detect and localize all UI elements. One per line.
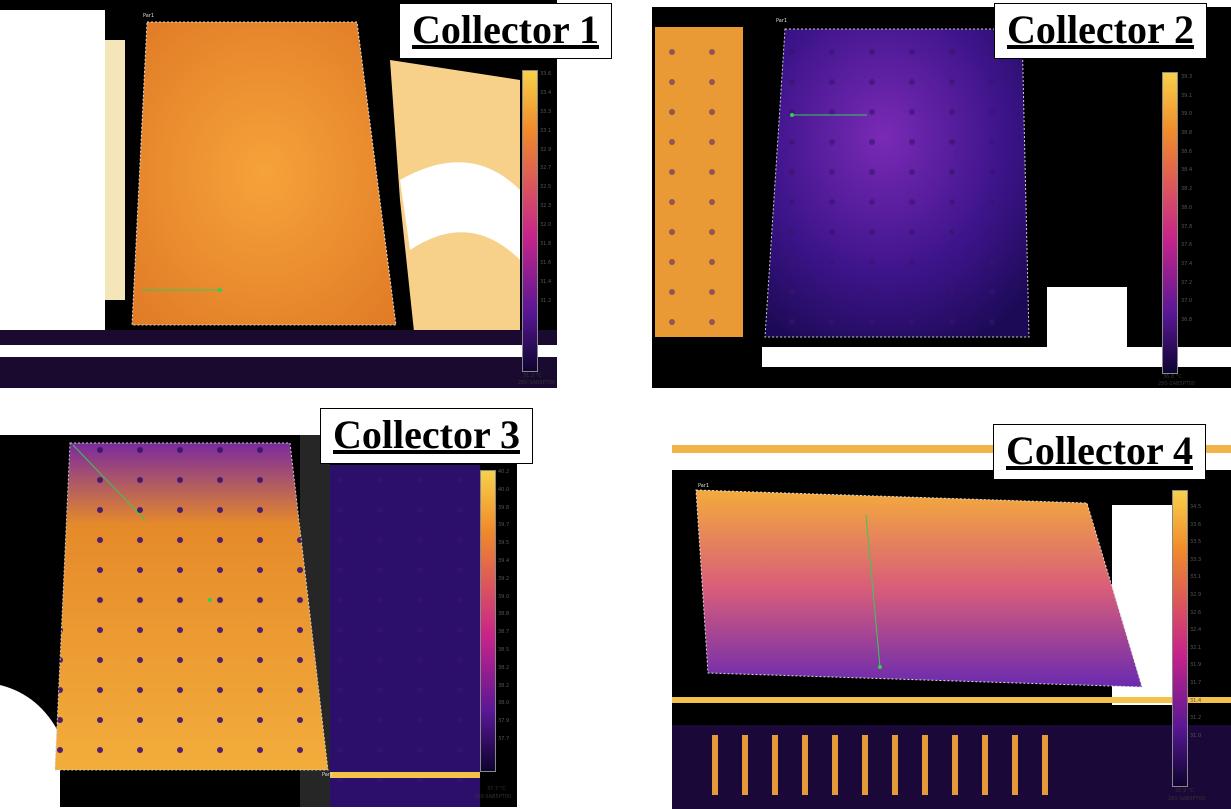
scale-tick: 39.0	[498, 593, 510, 600]
scale-tick: 32.0	[540, 222, 552, 229]
scale-tick: 37.0	[1181, 298, 1193, 305]
scale-tick: 31.2	[540, 297, 552, 304]
scale-tick: 31.4	[1190, 697, 1202, 704]
scale-min-label: 37.7 °C	[487, 786, 506, 792]
scale-tick: 33.4	[540, 89, 552, 96]
scale-tick: 38.0	[498, 700, 510, 707]
scale-tick: 33.3	[540, 108, 552, 115]
temperature-scale-bar	[1162, 72, 1178, 374]
scale-tick: 32.5	[540, 184, 552, 191]
scale-tick: 40.2	[498, 469, 510, 475]
scale-min-label: 30.9 °C	[1175, 788, 1194, 794]
thermal-image-collector-3: Par1 40.2 40.0 39.8 39.7 39.5 39.4 39.2 …	[0, 435, 517, 807]
scale-tick: 39.1	[1181, 92, 1193, 99]
scale-ticks: 34.5 33.6 33.5 33.3 33.1 32.9 32.6 32.4 …	[1190, 505, 1201, 751]
scale-tick: 32.4	[1190, 627, 1202, 634]
scale-tick: 31.6	[540, 259, 552, 266]
scale-tick: 38.7	[498, 629, 510, 636]
scale-tick: 39.7	[498, 522, 510, 529]
thermal-image-collector-2: Par1 39.3 39.1 39.0 38.8 38.6 38.4 38.2 …	[652, 7, 1231, 388]
scale-tick: 33.3	[1190, 556, 1202, 563]
scale-tick: 33.6	[1190, 521, 1202, 528]
camera-id: 280-SAB5PT00	[1168, 796, 1206, 802]
scale-tick: 38.2	[1181, 186, 1193, 193]
scale-ticks: 39.3 39.1 39.0 38.8 38.6 38.4 38.2 38.0 …	[1181, 75, 1192, 337]
scale-tick: 39.8	[498, 504, 510, 511]
thermal-image-collector-4: Par1 34.5 33.6 33.5 33.3 33.1 32.9 32.6 …	[672, 435, 1231, 809]
collector-2-title: Collector 2	[994, 3, 1207, 59]
scale-tick: 40.0	[498, 486, 510, 493]
scale-tick: 33.1	[1190, 574, 1202, 581]
temperature-scale-bar	[1172, 490, 1188, 787]
scale-tick: 37.9	[498, 718, 510, 725]
roi-label: Par1	[322, 772, 334, 778]
scale-ticks: 40.2 40.0 39.8 39.7 39.5 39.4 39.2 39.0 …	[498, 470, 509, 755]
scale-tick: 32.6	[1190, 609, 1202, 616]
thermal-scene-4	[672, 435, 1231, 809]
temperature-scale-bar	[480, 470, 496, 772]
scale-tick: 38.2	[498, 664, 510, 671]
scale-tick: 31.2	[1190, 715, 1202, 722]
roi-label: Par1	[143, 13, 155, 19]
thermal-scene-3	[0, 435, 517, 807]
scale-tick: 31.9	[1190, 662, 1202, 669]
scale-tick: 31.8	[540, 241, 552, 248]
scale-tick: 34.5	[1190, 504, 1202, 510]
collector-1-surface	[132, 22, 396, 325]
scale-tick: 37.7	[498, 735, 510, 742]
scale-ticks: 33.6 33.4 33.3 33.1 32.9 32.7 32.5 32.3 …	[540, 72, 551, 318]
scale-min-label: 36.8 °C	[1163, 374, 1182, 380]
scale-tick: 39.5	[498, 540, 510, 547]
scale-tick: 37.6	[1181, 242, 1193, 249]
scale-tick: 37.4	[1181, 260, 1193, 267]
scale-tick: 33.6	[540, 71, 552, 77]
camera-id: 280-SAB5PT00	[1158, 381, 1196, 387]
scale-tick: 31.4	[540, 278, 552, 285]
scale-tick: 36.8	[1181, 316, 1193, 323]
scale-tick: 38.4	[1181, 167, 1193, 174]
scale-min-label: 31.2 °C	[523, 373, 542, 379]
scale-tick: 38.2	[498, 682, 510, 689]
scale-tick: 32.7	[540, 165, 552, 172]
scale-tick: 32.9	[540, 146, 552, 153]
scale-tick: 39.0	[1181, 111, 1193, 118]
thermal-scene-2	[652, 7, 1231, 388]
scale-tick: 33.1	[540, 127, 552, 134]
camera-id: 280-SAB5PT00	[474, 794, 512, 800]
temperature-scale-bar	[522, 70, 538, 372]
collector-3-title: Collector 3	[320, 408, 533, 464]
scale-tick: 38.6	[1181, 148, 1193, 155]
scale-tick: 32.9	[1190, 591, 1202, 598]
collector-4-surface	[696, 490, 1142, 687]
scale-tick: 38.8	[498, 611, 510, 618]
scale-tick: 39.2	[498, 575, 510, 582]
scale-tick: 31.7	[1190, 679, 1202, 686]
scale-tick: 32.1	[1190, 644, 1202, 651]
scale-tick: 38.8	[1181, 130, 1193, 137]
scale-tick: 37.8	[1181, 223, 1193, 230]
scale-tick: 38.0	[1181, 204, 1193, 211]
collector-4-title: Collector 4	[993, 424, 1206, 480]
roi-label: Par1	[698, 483, 710, 489]
scale-tick: 38.5	[498, 646, 510, 653]
scale-tick: 33.5	[1190, 539, 1202, 546]
camera-id: 280-SAB5PT00	[518, 380, 556, 386]
thermal-scene-1	[0, 0, 557, 388]
collector-1-title: Collector 1	[399, 3, 612, 59]
roi-label: Par1	[776, 18, 788, 24]
scale-tick: 39.4	[498, 557, 510, 564]
scale-tick: 37.2	[1181, 279, 1193, 286]
scale-tick: 39.3	[1181, 74, 1193, 80]
thermal-image-collector-1: Par1 33.6 33.4 33.3 33.1 32.9 32.7 32.5 …	[0, 0, 557, 388]
scale-tick: 31.0	[1190, 732, 1202, 739]
scale-tick: 32.3	[540, 203, 552, 210]
